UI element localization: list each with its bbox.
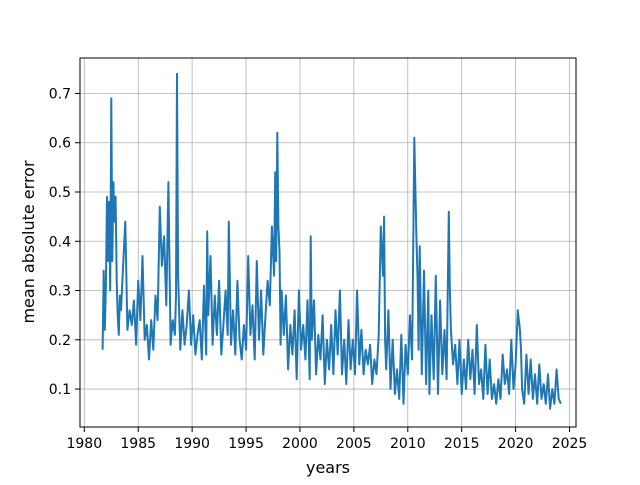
y-tick-label: 0.2 — [49, 333, 71, 349]
x-tick-label: 1985 — [120, 436, 156, 452]
series-layer — [101, 72, 562, 410]
y-tick-label: 0.5 — [49, 185, 71, 201]
y-tick-label: 0.1 — [49, 382, 71, 398]
x-tick-label: 2000 — [282, 436, 318, 452]
x-tick-label: 2005 — [336, 436, 372, 452]
y-axis-label: mean absolute error — [19, 160, 38, 323]
x-tick-label: 2015 — [444, 436, 480, 452]
x-axis: 1980 1985 1990 1995 2000 2005 2010 2015 2020 2025 — [66, 427, 587, 452]
x-tick-label: 1990 — [174, 436, 210, 452]
x-tick-label: 2025 — [552, 436, 588, 452]
y-tick-label: 0.7 — [49, 86, 71, 102]
x-tick-label: 1980 — [66, 436, 102, 452]
plot-area-frame — [79, 57, 577, 428]
y-tick-label: 0.6 — [49, 136, 71, 152]
x-axis-label: years — [306, 458, 350, 477]
y-tick-label: 0.3 — [49, 284, 71, 300]
x-tick-label: 1995 — [228, 436, 264, 452]
x-tick-label: 2020 — [498, 436, 534, 452]
series-line — [101, 72, 562, 410]
y-tick-label: 0.4 — [49, 234, 71, 250]
grid-lines — [80, 58, 576, 427]
x-tick-label: 2010 — [390, 436, 426, 452]
y-axis: 0.1 0.2 0.3 0.4 0.5 0.6 0.7 — [49, 86, 80, 398]
